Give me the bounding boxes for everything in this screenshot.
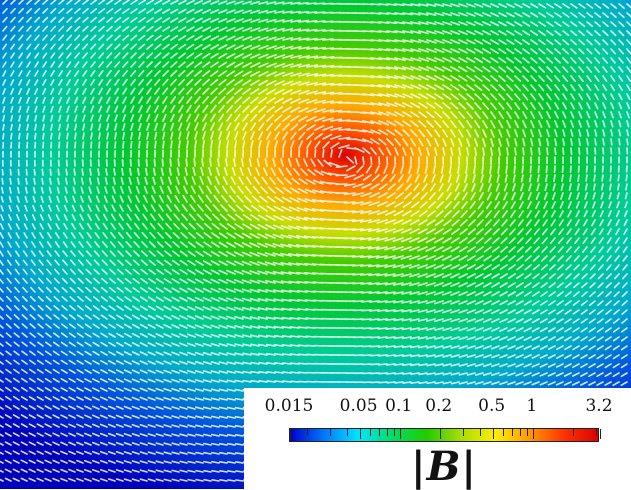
colorbar-minor-tick <box>463 429 464 436</box>
colorbar-minor-tick <box>394 429 395 436</box>
colorbar-tick-label: 0.2 <box>425 396 452 416</box>
colorbar-major-tick <box>600 429 601 439</box>
colorbar-minor-tick <box>330 429 331 436</box>
colorbar-minor-tick <box>573 429 574 436</box>
colorbar-major-tick <box>290 429 291 439</box>
colorbar-tick-label: 1 <box>526 396 537 416</box>
colorbar-title: |B| <box>411 443 477 490</box>
colorbar-minor-tick <box>379 429 380 436</box>
colorbar-minor-tick <box>520 429 521 436</box>
colorbar <box>289 428 599 442</box>
colorbar-minor-tick <box>480 429 481 436</box>
colorbar-legend: 0.015 0.05 0.1 0.2 0.5 1 3.2 |B| <box>244 388 631 489</box>
colorbar-tick-label: 0.1 <box>385 396 412 416</box>
colorbar-major-tick <box>533 429 534 439</box>
colorbar-minor-tick <box>512 429 513 436</box>
colorbar-minor-tick <box>307 429 308 436</box>
colorbar-tick-label: 0.5 <box>478 396 505 416</box>
colorbar-minor-tick <box>440 429 441 436</box>
colorbar-minor-tick <box>527 429 528 436</box>
colorbar-tick-label: 0.015 <box>265 396 314 416</box>
colorbar-minor-tick <box>387 429 388 436</box>
colorbar-minor-tick <box>370 429 371 436</box>
colorbar-tick-label: 0.05 <box>340 396 378 416</box>
colorbar-minor-tick <box>596 429 597 436</box>
colorbar-minor-tick <box>360 429 361 436</box>
colorbar-minor-tick <box>503 429 504 436</box>
colorbar-minor-tick <box>347 429 348 436</box>
colorbar-minor-tick <box>493 429 494 436</box>
colorbar-major-tick <box>400 429 401 439</box>
colorbar-tick-label: 3.2 <box>585 396 612 416</box>
